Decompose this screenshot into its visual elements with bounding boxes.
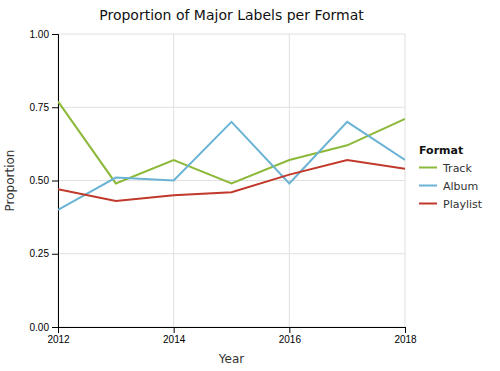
tick-label: 1.00 bbox=[30, 29, 50, 40]
tick: 2016 bbox=[279, 327, 302, 345]
line bbox=[58, 101, 405, 183]
title: Proportion of Major Labels per Format bbox=[99, 7, 364, 23]
legend-swatch bbox=[419, 167, 437, 169]
tick-label: 2016 bbox=[279, 334, 302, 345]
line bbox=[58, 122, 405, 210]
axis-line bbox=[52, 35, 59, 328]
tick: 2014 bbox=[163, 327, 186, 345]
grid-line bbox=[405, 34, 406, 327]
legend-item: Track bbox=[419, 162, 472, 175]
tick-label: 0.50 bbox=[30, 175, 50, 186]
grid-line bbox=[58, 107, 405, 108]
tick-mark bbox=[52, 34, 58, 35]
x-axis: 2012 2014 2016 2018 bbox=[47, 327, 417, 345]
grid-line bbox=[58, 34, 405, 35]
tick-mark bbox=[52, 181, 58, 182]
chart: 2012 2014 2016 2018 0.00 0.25 0.50 0.75 1.00 Prop… bbox=[0, 0, 500, 371]
legend-swatch bbox=[419, 185, 437, 187]
tick-mark bbox=[289, 327, 290, 333]
tick: 0.50 bbox=[30, 175, 58, 186]
legend: Format Track Album Playlist bbox=[419, 144, 483, 211]
tick-label: 2012 bbox=[47, 334, 70, 345]
legend-swatch bbox=[419, 203, 437, 205]
legend-label: Album bbox=[443, 180, 478, 193]
tick-mark bbox=[52, 254, 58, 255]
tick-mark bbox=[405, 327, 406, 333]
tick-mark bbox=[52, 107, 58, 108]
series-group bbox=[58, 101, 405, 209]
tick-mark bbox=[174, 327, 175, 333]
tick: 0.75 bbox=[30, 102, 58, 113]
tick: 0.25 bbox=[30, 248, 58, 259]
tick-mark bbox=[52, 327, 58, 328]
tick-label: 0.75 bbox=[30, 102, 50, 113]
legend-label: Playlist bbox=[443, 198, 483, 211]
tick: 2018 bbox=[394, 327, 417, 345]
tick-label: 0.00 bbox=[30, 322, 50, 333]
tick: 2012 bbox=[47, 327, 70, 345]
tick-label: 0.25 bbox=[30, 248, 50, 259]
tick-label: 2014 bbox=[163, 334, 186, 345]
legend-title: Format bbox=[419, 144, 463, 157]
legend-item: Album bbox=[419, 180, 478, 193]
legend-label: Track bbox=[442, 162, 472, 175]
axis-line bbox=[59, 328, 406, 334]
plot: 2012 2014 2016 2018 0.00 0.25 0.50 0.75 1.00 bbox=[30, 29, 418, 345]
tick: 1.00 bbox=[30, 29, 58, 40]
grid-line bbox=[58, 253, 405, 254]
tick-label: 2018 bbox=[394, 334, 417, 345]
y-axis: 0.00 0.25 0.50 0.75 1.00 bbox=[30, 29, 59, 333]
grid bbox=[58, 34, 405, 327]
line bbox=[58, 160, 405, 201]
legend-item: Playlist bbox=[419, 198, 483, 211]
x-axis-label: Year bbox=[218, 352, 244, 366]
tick: 0.00 bbox=[30, 322, 58, 333]
grid-line bbox=[289, 34, 290, 327]
y-axis-label: Proportion bbox=[3, 150, 17, 212]
